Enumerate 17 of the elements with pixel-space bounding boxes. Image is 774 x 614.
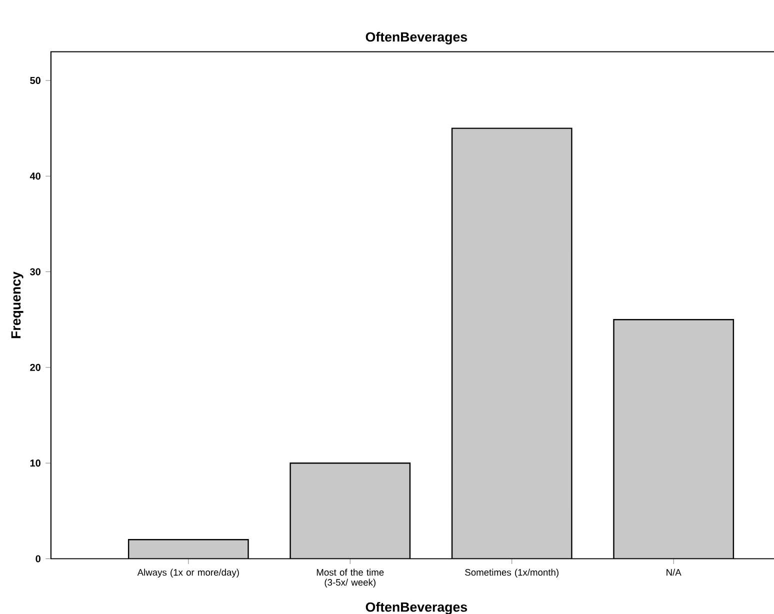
- y-tick-label: 20: [30, 364, 40, 371]
- x-tick-label: Sometimes (1x/month): [465, 568, 558, 578]
- x-tick-label: Most of the time (3-5x/ week): [316, 568, 384, 588]
- x-tick-label: Always (1x or more/day): [137, 568, 239, 578]
- x-axis-title: OftenBeverages: [366, 602, 468, 614]
- x-tick-label: N/A: [666, 568, 682, 576]
- y-axis-title: Frequency: [11, 272, 24, 338]
- y-tick-label: 50: [30, 76, 40, 84]
- chart-title: OftenBeverages: [366, 32, 468, 44]
- y-tick-label: 10: [30, 460, 40, 467]
- bar: [128, 539, 249, 559]
- y-tick-label: 30: [30, 268, 40, 276]
- y-tick-label: 0: [36, 555, 40, 562]
- y-tick-label: 40: [30, 172, 40, 180]
- bar: [613, 319, 734, 559]
- bar: [451, 128, 572, 559]
- bar: [290, 463, 410, 559]
